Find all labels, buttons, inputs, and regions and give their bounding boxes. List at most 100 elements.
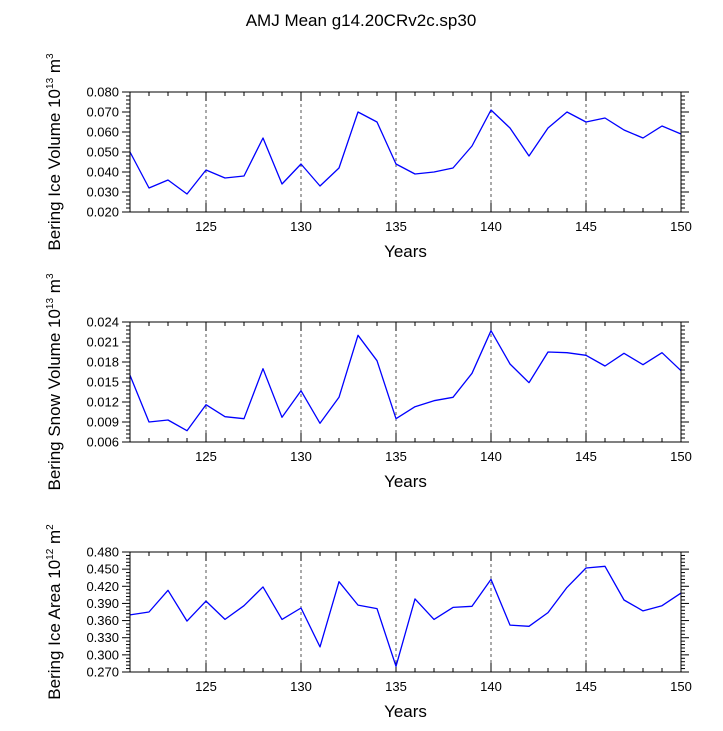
- data-point: [357, 111, 360, 114]
- data-point: [547, 611, 550, 614]
- data-point: [661, 604, 664, 607]
- x-tick-label: 130: [290, 219, 312, 234]
- x-tick-label: 130: [290, 449, 312, 464]
- y-axis-label: Bering Ice Area 1012 m2: [45, 524, 64, 700]
- data-point: [148, 187, 151, 190]
- data-point: [452, 396, 455, 399]
- data-point: [376, 607, 379, 610]
- panels: 125 130 135 140 145 150 0.020 0.030 0.040 0.050 0.…: [45, 53, 692, 721]
- y-axis-label-part: m: [45, 59, 64, 78]
- y-tick-label: 0.024: [86, 315, 119, 330]
- data-point: [319, 422, 322, 425]
- data-point: [471, 145, 474, 148]
- data-point: [395, 163, 398, 166]
- data-point: [566, 351, 569, 354]
- x-tick-label: 150: [670, 679, 692, 694]
- data-point: [167, 589, 170, 592]
- data-point: [338, 580, 341, 583]
- data-point: [623, 129, 626, 132]
- data-point: [262, 137, 265, 140]
- y-tick-label: 0.450: [86, 562, 119, 577]
- y-tick-label: 0.270: [86, 665, 119, 680]
- data-point: [262, 585, 265, 588]
- data-point: [319, 185, 322, 188]
- data-point: [528, 155, 531, 158]
- x-tick-label: 125: [195, 449, 217, 464]
- panel-3: 125 130 135 140 145 150 0.270 0.300 0.330 0.360 0.…: [45, 524, 692, 721]
- data-point: [452, 167, 455, 170]
- data-point: [471, 372, 474, 375]
- x-tick-label: 145: [575, 219, 597, 234]
- data-point: [604, 565, 607, 568]
- x-tick-label: 140: [480, 449, 502, 464]
- y-tick-label: 0.330: [86, 630, 119, 645]
- data-point: [395, 665, 398, 668]
- y-tick-label: 0.050: [86, 145, 119, 160]
- y-axis-label-exponent: 13: [45, 298, 56, 310]
- data-point: [414, 173, 417, 176]
- data-point: [205, 600, 208, 603]
- y-tick-label: 0.420: [86, 579, 119, 594]
- data-point: [661, 351, 664, 354]
- x-tick-label: 140: [480, 219, 502, 234]
- data-point: [167, 419, 170, 422]
- x-tick-label: 125: [195, 679, 217, 694]
- y-tick-label: 0.390: [86, 596, 119, 611]
- data-point: [300, 163, 303, 166]
- x-axis-label: Years: [384, 242, 427, 261]
- data-point: [243, 604, 246, 607]
- x-tick-label: 145: [575, 449, 597, 464]
- data-point: [205, 169, 208, 172]
- data-point: [395, 417, 398, 420]
- x-tick-label: 130: [290, 679, 312, 694]
- y-tick-label: 0.006: [86, 435, 119, 450]
- data-point: [357, 604, 360, 607]
- data-point: [528, 625, 531, 628]
- y-tick-label: 0.021: [86, 335, 119, 350]
- y-axis-label-exponent: 3: [45, 273, 56, 279]
- data-point: [471, 605, 474, 608]
- x-tick-label: 150: [670, 219, 692, 234]
- data-point: [262, 367, 265, 370]
- data-point: [642, 609, 645, 612]
- data-point: [338, 167, 341, 170]
- y-axis-label-part: m: [45, 279, 64, 298]
- y-tick-label: 0.012: [86, 395, 119, 410]
- y-tick-label: 0.030: [86, 185, 119, 200]
- data-point: [642, 363, 645, 366]
- series-line: [129, 565, 682, 667]
- data-point: [623, 352, 626, 355]
- data-point: [604, 365, 607, 368]
- data-point: [243, 417, 246, 420]
- x-tick-label: 135: [385, 219, 407, 234]
- y-tick-label: 0.300: [86, 647, 119, 662]
- plot-frame: [129, 91, 682, 213]
- data-point: [661, 125, 664, 128]
- data-point: [433, 399, 436, 402]
- y-axis-label: Bering Snow Volume 1013 m3: [45, 273, 64, 490]
- x-tick-label: 145: [575, 679, 597, 694]
- data-point: [148, 611, 151, 614]
- x-axis-label: Years: [384, 702, 427, 721]
- y-tick-label: 0.018: [86, 355, 119, 370]
- y-tick-label: 0.080: [86, 85, 119, 100]
- data-point: [224, 618, 227, 621]
- data-point: [585, 567, 588, 570]
- data-point: [186, 620, 189, 623]
- data-point: [281, 416, 284, 419]
- y-tick-label: 0.020: [86, 205, 119, 220]
- data-point: [319, 645, 322, 648]
- data-point: [205, 403, 208, 406]
- y-axis-label: Bering Ice Volume 1013 m3: [45, 53, 64, 251]
- x-tick-label: 150: [670, 449, 692, 464]
- data-point: [357, 334, 360, 337]
- y-axis-label-exponent: 2: [45, 524, 56, 530]
- data-point: [300, 607, 303, 610]
- data-point: [566, 111, 569, 114]
- data-point: [224, 415, 227, 418]
- data-point: [376, 359, 379, 362]
- y-tick-label: 0.060: [86, 125, 119, 140]
- data-point: [281, 618, 284, 621]
- y-axis-label-exponent: 3: [45, 53, 56, 59]
- data-point: [148, 421, 151, 424]
